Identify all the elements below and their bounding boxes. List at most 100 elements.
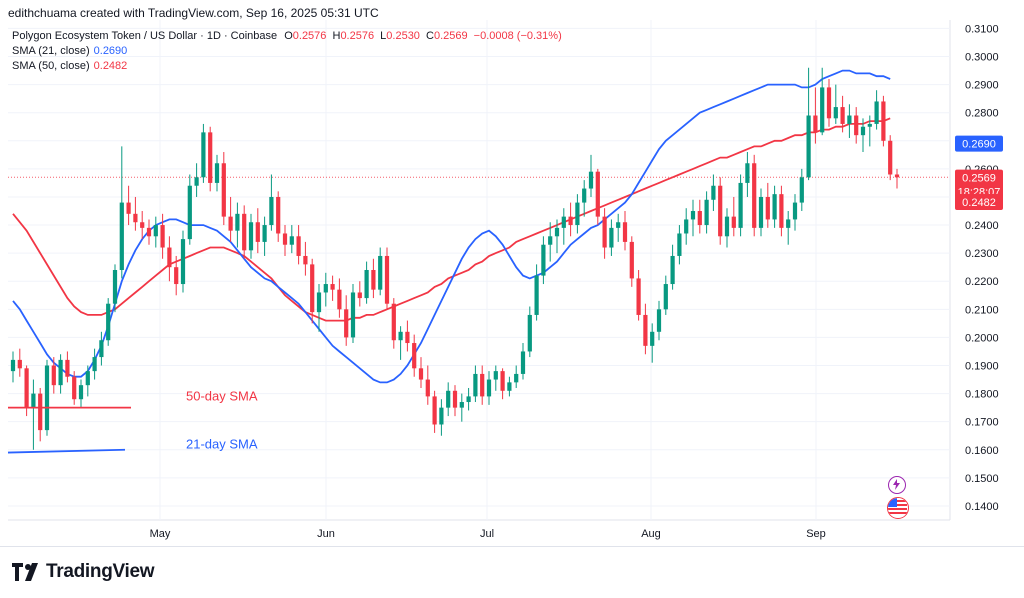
- candle-body: [201, 132, 206, 178]
- candle-body: [595, 171, 600, 217]
- candle-body: [772, 194, 777, 220]
- candle-body: [792, 202, 798, 220]
- legend-symbol: Polygon Ecosystem Token / US Dollar · 1D…: [12, 30, 278, 42]
- candle-body: [514, 373, 519, 383]
- annotation-21-day-sma: 21-day SMA: [186, 436, 258, 451]
- candle-body: [826, 87, 832, 119]
- candle-body: [78, 385, 84, 400]
- y-tick-label: 0.1400: [965, 501, 999, 513]
- legend-open-label: O: [284, 30, 293, 42]
- candle-body: [867, 123, 872, 127]
- footer: TradingView: [0, 546, 1024, 598]
- sma21-line: [12, 69, 891, 384]
- candle-body: [765, 196, 770, 220]
- x-tick-label: Sep: [806, 528, 826, 540]
- annotation-50-day-sma: 50-day SMA: [186, 389, 258, 404]
- candle-body: [323, 284, 328, 293]
- candle-body: [527, 314, 532, 352]
- candle-body: [344, 309, 349, 338]
- sma21-annotation-line: [7, 448, 126, 454]
- candle-body: [446, 390, 451, 408]
- candle-body: [187, 185, 192, 240]
- y-tick-label: 0.3000: [965, 52, 999, 64]
- legend-close: 0.2569: [433, 30, 468, 42]
- legend-sma50-label: SMA (50, close): [12, 60, 90, 72]
- candle-body: [282, 233, 288, 245]
- candle-body: [31, 393, 36, 408]
- legend-sma50-value: 0.2482: [93, 60, 128, 72]
- sma50-price-label-bg: [955, 194, 1003, 211]
- legend-change: −0.0008 (−0.31%): [473, 30, 562, 42]
- candle-body: [854, 115, 859, 136]
- candle-body: [799, 177, 804, 203]
- us-flag-icon[interactable]: [887, 497, 909, 519]
- legend-sma21-value: 0.2690: [93, 45, 128, 57]
- candle-body: [391, 303, 396, 341]
- candle-body: [10, 359, 16, 372]
- candle-body: [622, 222, 628, 242]
- x-tick-label: Jul: [480, 528, 494, 540]
- candle-body: [582, 188, 587, 203]
- y-tick-label: 0.1500: [965, 473, 999, 485]
- price-chart[interactable]: 0.31000.30000.29000.28000.27000.26000.25…: [0, 0, 1024, 546]
- candle-body: [432, 396, 437, 425]
- x-tick-label: Jun: [317, 528, 335, 540]
- candle-body: [575, 202, 580, 226]
- candle-body: [534, 275, 539, 315]
- legend-high: 0.2576: [340, 30, 375, 42]
- lightning-icon[interactable]: [888, 476, 906, 494]
- candle-body: [174, 267, 179, 285]
- candle-body: [350, 292, 356, 338]
- candle-body: [643, 314, 648, 346]
- candle-body: [541, 244, 546, 276]
- legend-symbol-row: Polygon Ecosystem Token / US Dollar · 1D…: [12, 30, 562, 42]
- candle-body: [718, 185, 723, 237]
- sma21-price-label-bg: [955, 135, 1003, 152]
- legend-low: 0.2530: [386, 30, 420, 42]
- candle-body: [806, 115, 811, 178]
- candle-body: [840, 107, 845, 124]
- candle-body: [167, 247, 172, 268]
- candle-body: [888, 140, 893, 175]
- legend-close-label: C: [426, 30, 434, 42]
- candle-body: [745, 163, 750, 183]
- candle-body: [412, 343, 417, 369]
- candle-body: [874, 101, 879, 124]
- candle-body: [337, 289, 342, 310]
- candle-body: [92, 357, 97, 372]
- candle-body: [493, 371, 498, 380]
- legend-sma21-label: SMA (21, close): [12, 45, 90, 57]
- candle-body: [276, 196, 281, 234]
- candle-body: [656, 309, 662, 332]
- candle-body: [894, 174, 900, 178]
- candle-body: [677, 233, 682, 256]
- legend-sma21-row[interactable]: SMA (21, close) 0.2690: [12, 45, 127, 57]
- y-tick-label: 0.2000: [965, 332, 999, 344]
- candle-body: [398, 331, 403, 341]
- candle-body: [466, 396, 471, 403]
- candle-body: [242, 213, 247, 251]
- candle-body: [44, 365, 50, 431]
- candle-body: [724, 216, 730, 237]
- candle-body: [269, 196, 274, 226]
- candle-body: [847, 115, 852, 124]
- candle-body: [316, 292, 322, 313]
- candle-body: [881, 101, 886, 141]
- candle-body: [17, 359, 22, 369]
- candle-body: [255, 222, 260, 242]
- y-tick-label: 0.3100: [965, 23, 999, 35]
- candle-body: [371, 270, 376, 290]
- candle-body: [650, 331, 655, 346]
- candle-body: [548, 236, 553, 245]
- candle-body: [670, 255, 675, 285]
- legend-sma50-row[interactable]: SMA (50, close) 0.2482: [12, 60, 127, 72]
- candle-body: [480, 373, 485, 397]
- candle-body: [752, 163, 757, 228]
- candle-body: [663, 284, 668, 310]
- candle-body: [697, 211, 702, 226]
- candle-body: [486, 379, 492, 397]
- candle-body: [500, 371, 505, 391]
- legend-low-label: L: [380, 30, 387, 42]
- candle-body: [378, 255, 383, 290]
- tradingview-logo[interactable]: TradingView: [12, 561, 155, 583]
